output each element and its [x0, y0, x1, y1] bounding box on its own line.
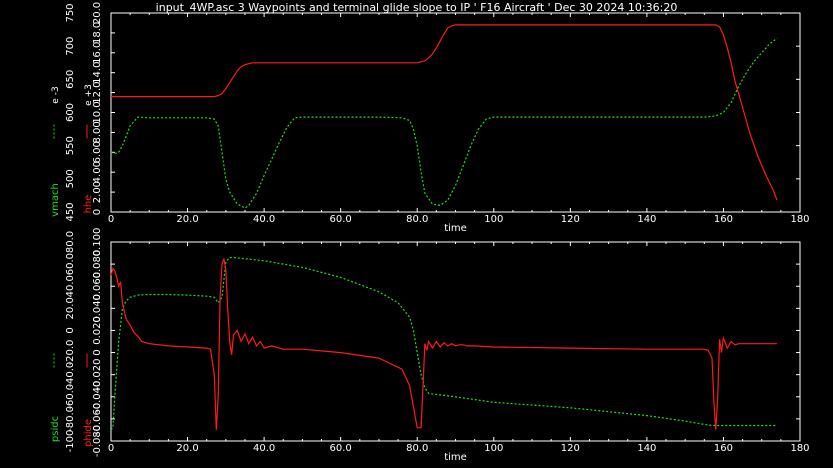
left-tick-label-2-0: -100: [65, 430, 76, 453]
left-tick-label-1-3: 600: [65, 103, 76, 122]
right-tick-label-1-5: 10.0: [92, 101, 103, 123]
x-axis-label-2: time: [444, 452, 467, 463]
left-tick-label-2-2: -60.0: [65, 384, 76, 410]
right-tick-label-2-1: -0.060: [92, 403, 103, 435]
plot-frame-1: [110, 12, 801, 213]
right-tick-label-1-3: 6.00: [92, 141, 103, 163]
series-line-1-right: [111, 24, 778, 201]
right-scale-note-1: e +3: [84, 84, 94, 106]
x-tick-label-2-8: 160: [714, 443, 733, 454]
x-tick-label-1-9: 180: [790, 214, 809, 225]
x-tick-label-1-2: 40.0: [253, 214, 275, 225]
left-tick-label-2-8: 60.0: [65, 253, 76, 275]
left-axis-label-2: psidc: [50, 416, 61, 442]
x-tick-label-2-5: 100: [484, 443, 503, 454]
left-tick-label-2-9: 80.0: [65, 231, 76, 253]
x-axis-label-1: time: [444, 223, 467, 234]
right-tick-label-2-6: 0.040: [92, 294, 103, 323]
right-tick-label-1-1: 2.00: [92, 181, 103, 203]
right-tick-label-2-9: 0.100: [92, 228, 103, 257]
x-tick-label-1-0: 0: [108, 214, 114, 225]
right-tick-label-1-7: 14.0: [92, 62, 103, 84]
x-tick-label-2-9: 180: [790, 443, 809, 454]
left-scale-note-1: e -3: [51, 86, 61, 103]
left-tick-label-2-6: 20.0: [65, 297, 76, 319]
left-tick-label-1-2: 550: [65, 136, 76, 155]
x-tick-label-1-6: 120: [561, 214, 580, 225]
right-tick-label-2-0: -0.080: [92, 425, 103, 457]
x-tick-label-2-6: 120: [561, 443, 580, 454]
left-tick-label-2-4: -20.0: [65, 340, 76, 366]
x-tick-label-2-2: 40.0: [253, 443, 275, 454]
right-axis-label-1: hhe: [83, 195, 94, 214]
x-tick-label-2-7: 140: [637, 443, 656, 454]
x-tick-label-1-1: 20.0: [176, 214, 198, 225]
left-tick-label-1-6: 750: [65, 3, 76, 22]
right-tick-label-2-2: -0.040: [92, 381, 103, 413]
left-tick-label-1-1: 500: [65, 169, 76, 188]
x-tick-label-2-4: 80.0: [406, 443, 428, 454]
x-tick-label-2-0: 0: [108, 443, 114, 454]
x-tick-label-1-3: 60.0: [330, 214, 352, 225]
right-axis-label-2: phide: [83, 419, 94, 447]
series-line-2-right: [110, 258, 777, 430]
left-axis-label-1: vmach: [50, 183, 61, 217]
x-tick-label-1-5: 100: [484, 214, 503, 225]
right-tick-label-2-8: 0.080: [92, 250, 103, 279]
right-tick-label-2-7: 0.060: [92, 272, 103, 301]
right-tick-label-1-4: 8.00: [92, 121, 103, 143]
x-tick-label-2-3: 60.0: [330, 443, 352, 454]
left-tick-label-2-3: -40.0: [65, 362, 76, 388]
series-line-1-left: [110, 37, 778, 209]
right-tick-label-1-8: 16.0: [92, 42, 103, 64]
x-tick-label-1-8: 160: [714, 214, 733, 225]
left-tick-label-1-4: 650: [65, 70, 76, 89]
x-tick-label-2-1: 20.0: [176, 443, 198, 454]
right-tick-label-2-5: 0.020: [92, 316, 103, 345]
left-tick-label-2-1: -80.0: [65, 406, 76, 432]
figure-title: input_4WP.asc 3 Waypoints and terminal g…: [155, 1, 678, 14]
left-tick-label-2-5: 0: [65, 327, 76, 333]
right-tick-label-1-6: 12.0: [92, 81, 103, 103]
plot-frame-2: [110, 241, 801, 442]
x-tick-label-1-4: 80.0: [406, 214, 428, 225]
x-tick-label-1-7: 140: [637, 214, 656, 225]
right-tick-label-2-4: 0: [92, 349, 103, 355]
right-tick-label-2-3: -0.020: [92, 359, 103, 391]
right-tick-label-1-2: 4.00: [92, 161, 103, 183]
left-tick-label-1-0: 450: [65, 202, 76, 221]
left-tick-label-2-7: 40.0: [65, 275, 76, 297]
right-tick-label-1-0: 0: [92, 209, 103, 215]
right-tick-label-1-10: 20.0: [92, 2, 103, 24]
right-tick-label-1-9: 18.0: [92, 22, 103, 44]
series-line-2-left: [110, 256, 777, 431]
left-tick-label-1-5: 700: [65, 37, 76, 56]
